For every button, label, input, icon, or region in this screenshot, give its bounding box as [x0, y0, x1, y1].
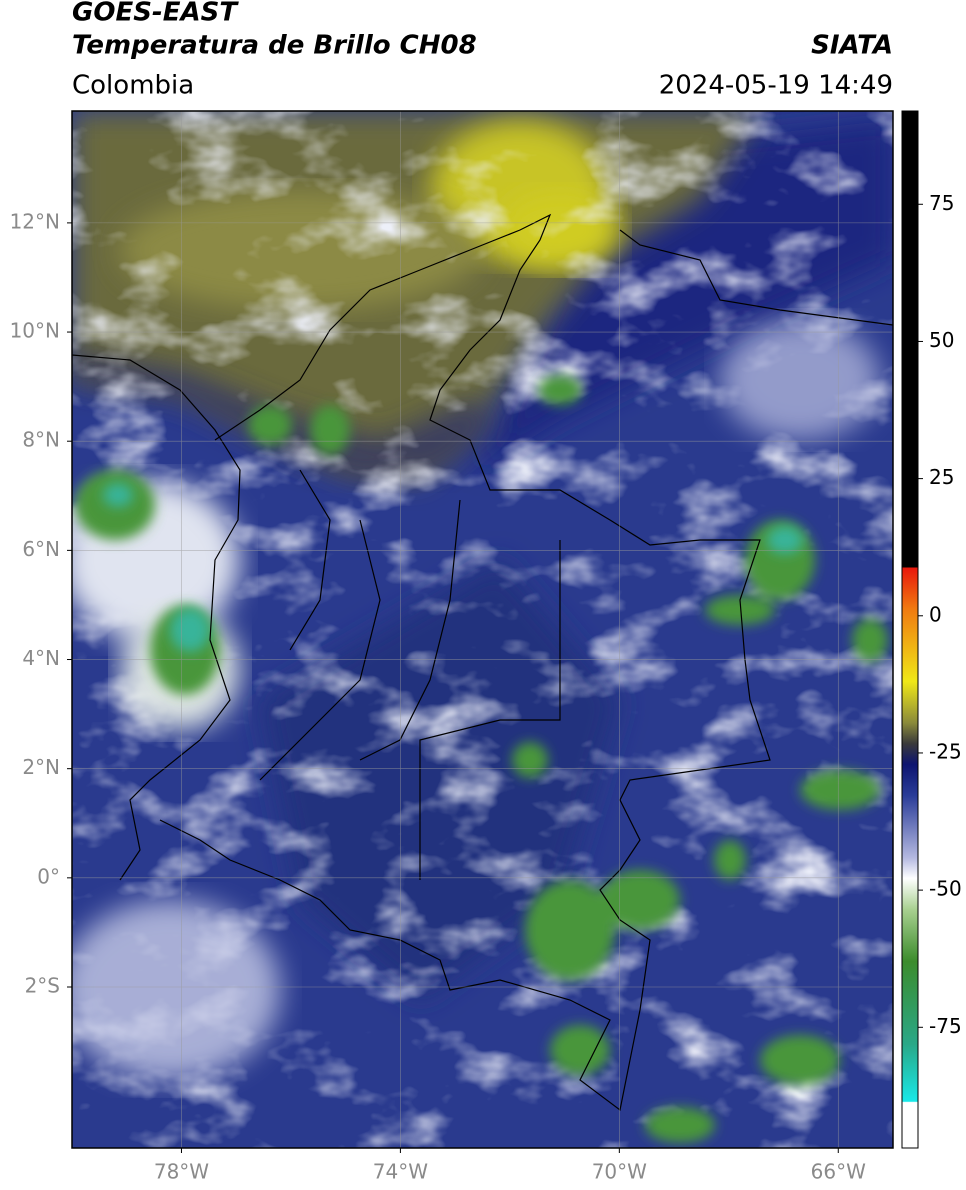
y-tick-label: 12°N: [10, 209, 60, 233]
map-frame: [71, 110, 894, 1149]
colorbar-tick-label: 25: [929, 465, 954, 489]
graticule: [72, 111, 893, 1148]
colorbar-tick-label: -50: [929, 877, 962, 901]
subtitle: Temperatura de Brillo CH08: [72, 31, 477, 61]
title: GOES-EAST: [72, 0, 239, 28]
colorbar-tick-label: 50: [929, 328, 954, 352]
x-tick-label: 78°W: [154, 1160, 209, 1184]
x-tick-label: 70°W: [592, 1160, 647, 1184]
y-tick-label: 8°N: [22, 428, 60, 452]
x-tick-label: 66°W: [811, 1160, 866, 1184]
satellite-image: [72, 111, 893, 1148]
y-tick-label: 2°N: [22, 755, 60, 779]
colorbar-tick-label: 0: [929, 602, 942, 626]
y-tick-label: 10°N: [10, 319, 60, 343]
x-tick-label: 74°W: [373, 1160, 428, 1184]
y-tick-label: 0°: [37, 864, 60, 888]
source: SIATA: [811, 31, 893, 61]
datetime: 2024-05-19 14:49: [659, 71, 893, 101]
region: Colombia: [72, 71, 194, 101]
colorbar-tick-label: -25: [929, 739, 962, 763]
y-tick-label: 4°N: [22, 646, 60, 670]
y-tick-label: 2°S: [25, 973, 60, 997]
colorbar-tick-label: 75: [929, 191, 954, 215]
y-tick-label: 6°N: [22, 537, 60, 561]
colorbar-tick-label: -75: [929, 1014, 962, 1038]
colorbar: [901, 110, 919, 1149]
